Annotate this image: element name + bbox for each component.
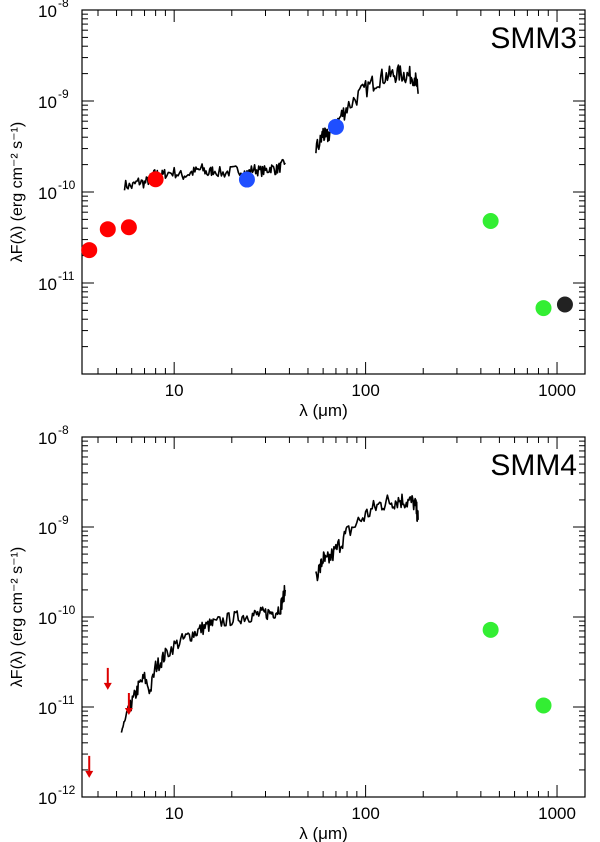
spectrum-irs [123, 158, 286, 191]
data-point-submm [535, 300, 552, 317]
x-axis-label: λ (μm) [299, 401, 348, 420]
x-axis-label: λ (μm) [299, 824, 348, 842]
data-point-irac [147, 171, 164, 188]
spectrum-irs [120, 584, 286, 733]
y-tick-exponent: -11 [58, 693, 75, 707]
y-tick-exponent: -10 [58, 603, 76, 617]
panel-label: SMM3 [490, 22, 577, 55]
spectrum-pacs [315, 64, 419, 154]
x-tick-label: 10 [165, 381, 184, 400]
arrow-head [103, 682, 112, 690]
y-tick-exponent: -8 [58, 423, 69, 437]
upper-limit-arrow [103, 667, 112, 690]
data-point-mips [238, 171, 255, 188]
x-tick-label: 100 [351, 381, 379, 400]
data-point-irac [120, 219, 137, 236]
x-tick-label: 1000 [538, 804, 576, 823]
y-tick-exponent: -9 [58, 513, 69, 527]
data-point-mips [327, 118, 344, 135]
data-point-submm [535, 697, 552, 714]
y-tick-label: 10 [38, 93, 57, 112]
y-tick-exponent: -9 [58, 87, 69, 101]
y-axis-label: λF(λ) (erg cm⁻² s⁻¹) [9, 122, 26, 262]
data-point-mm [556, 296, 573, 313]
y-tick-exponent: -10 [58, 178, 76, 192]
plot-frame [81, 436, 586, 798]
x-tick-label: 10 [165, 804, 184, 823]
arrow-head [124, 708, 133, 715]
y-tick-exponent: -8 [58, 0, 69, 10]
y-tick-label: 10 [38, 429, 57, 448]
panel-label: SMM4 [490, 449, 577, 482]
data-point-irac [99, 221, 116, 238]
plot-frame [81, 9, 586, 375]
y-tick-exponent: -12 [58, 783, 76, 797]
y-axis-label: λF(λ) (erg cm⁻² s⁻¹) [9, 547, 26, 687]
arrow-head [85, 770, 94, 778]
y-tick-exponent: -11 [58, 269, 75, 283]
data-point-submm [482, 213, 499, 230]
data-point-submm [482, 621, 499, 638]
y-tick-label: 10 [38, 2, 57, 21]
data-point-irac [81, 242, 98, 259]
x-tick-label: 100 [351, 804, 379, 823]
y-tick-label: 10 [38, 184, 57, 203]
x-tick-label: 1000 [538, 381, 576, 400]
y-tick-label: 10 [38, 789, 57, 808]
y-tick-label: 10 [38, 699, 57, 718]
y-tick-label: 10 [38, 519, 57, 538]
spectrum-pacs [315, 493, 419, 582]
y-tick-label: 10 [38, 609, 57, 628]
y-tick-label: 10 [38, 275, 57, 294]
upper-limit-arrow [85, 755, 94, 778]
upper-limit-arrow [124, 693, 133, 715]
